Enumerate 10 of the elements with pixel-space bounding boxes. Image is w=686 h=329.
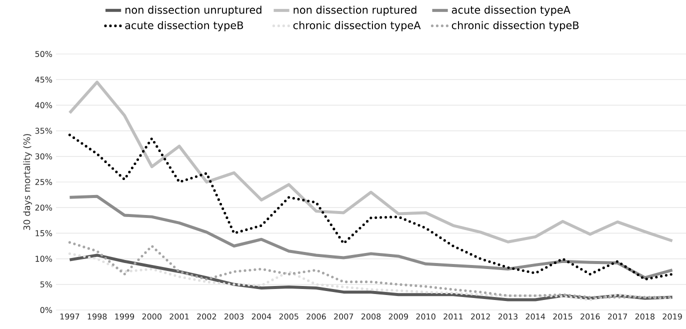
legend-label: chronic dissection typeB — [452, 21, 579, 32]
line-series — [68, 194, 674, 280]
legend-label: acute dissection typeA — [452, 6, 570, 16]
legend-label: acute dissection typeB — [125, 21, 244, 32]
y-axis-title: 30 days mortality (%) — [23, 134, 32, 230]
legend-label: non dissection unruptured — [126, 6, 262, 16]
line-series — [68, 80, 674, 244]
line-series — [68, 134, 674, 281]
legend-label: non dissection ruptured — [294, 6, 416, 16]
legend-label: chronic dissection typeA — [293, 21, 421, 32]
